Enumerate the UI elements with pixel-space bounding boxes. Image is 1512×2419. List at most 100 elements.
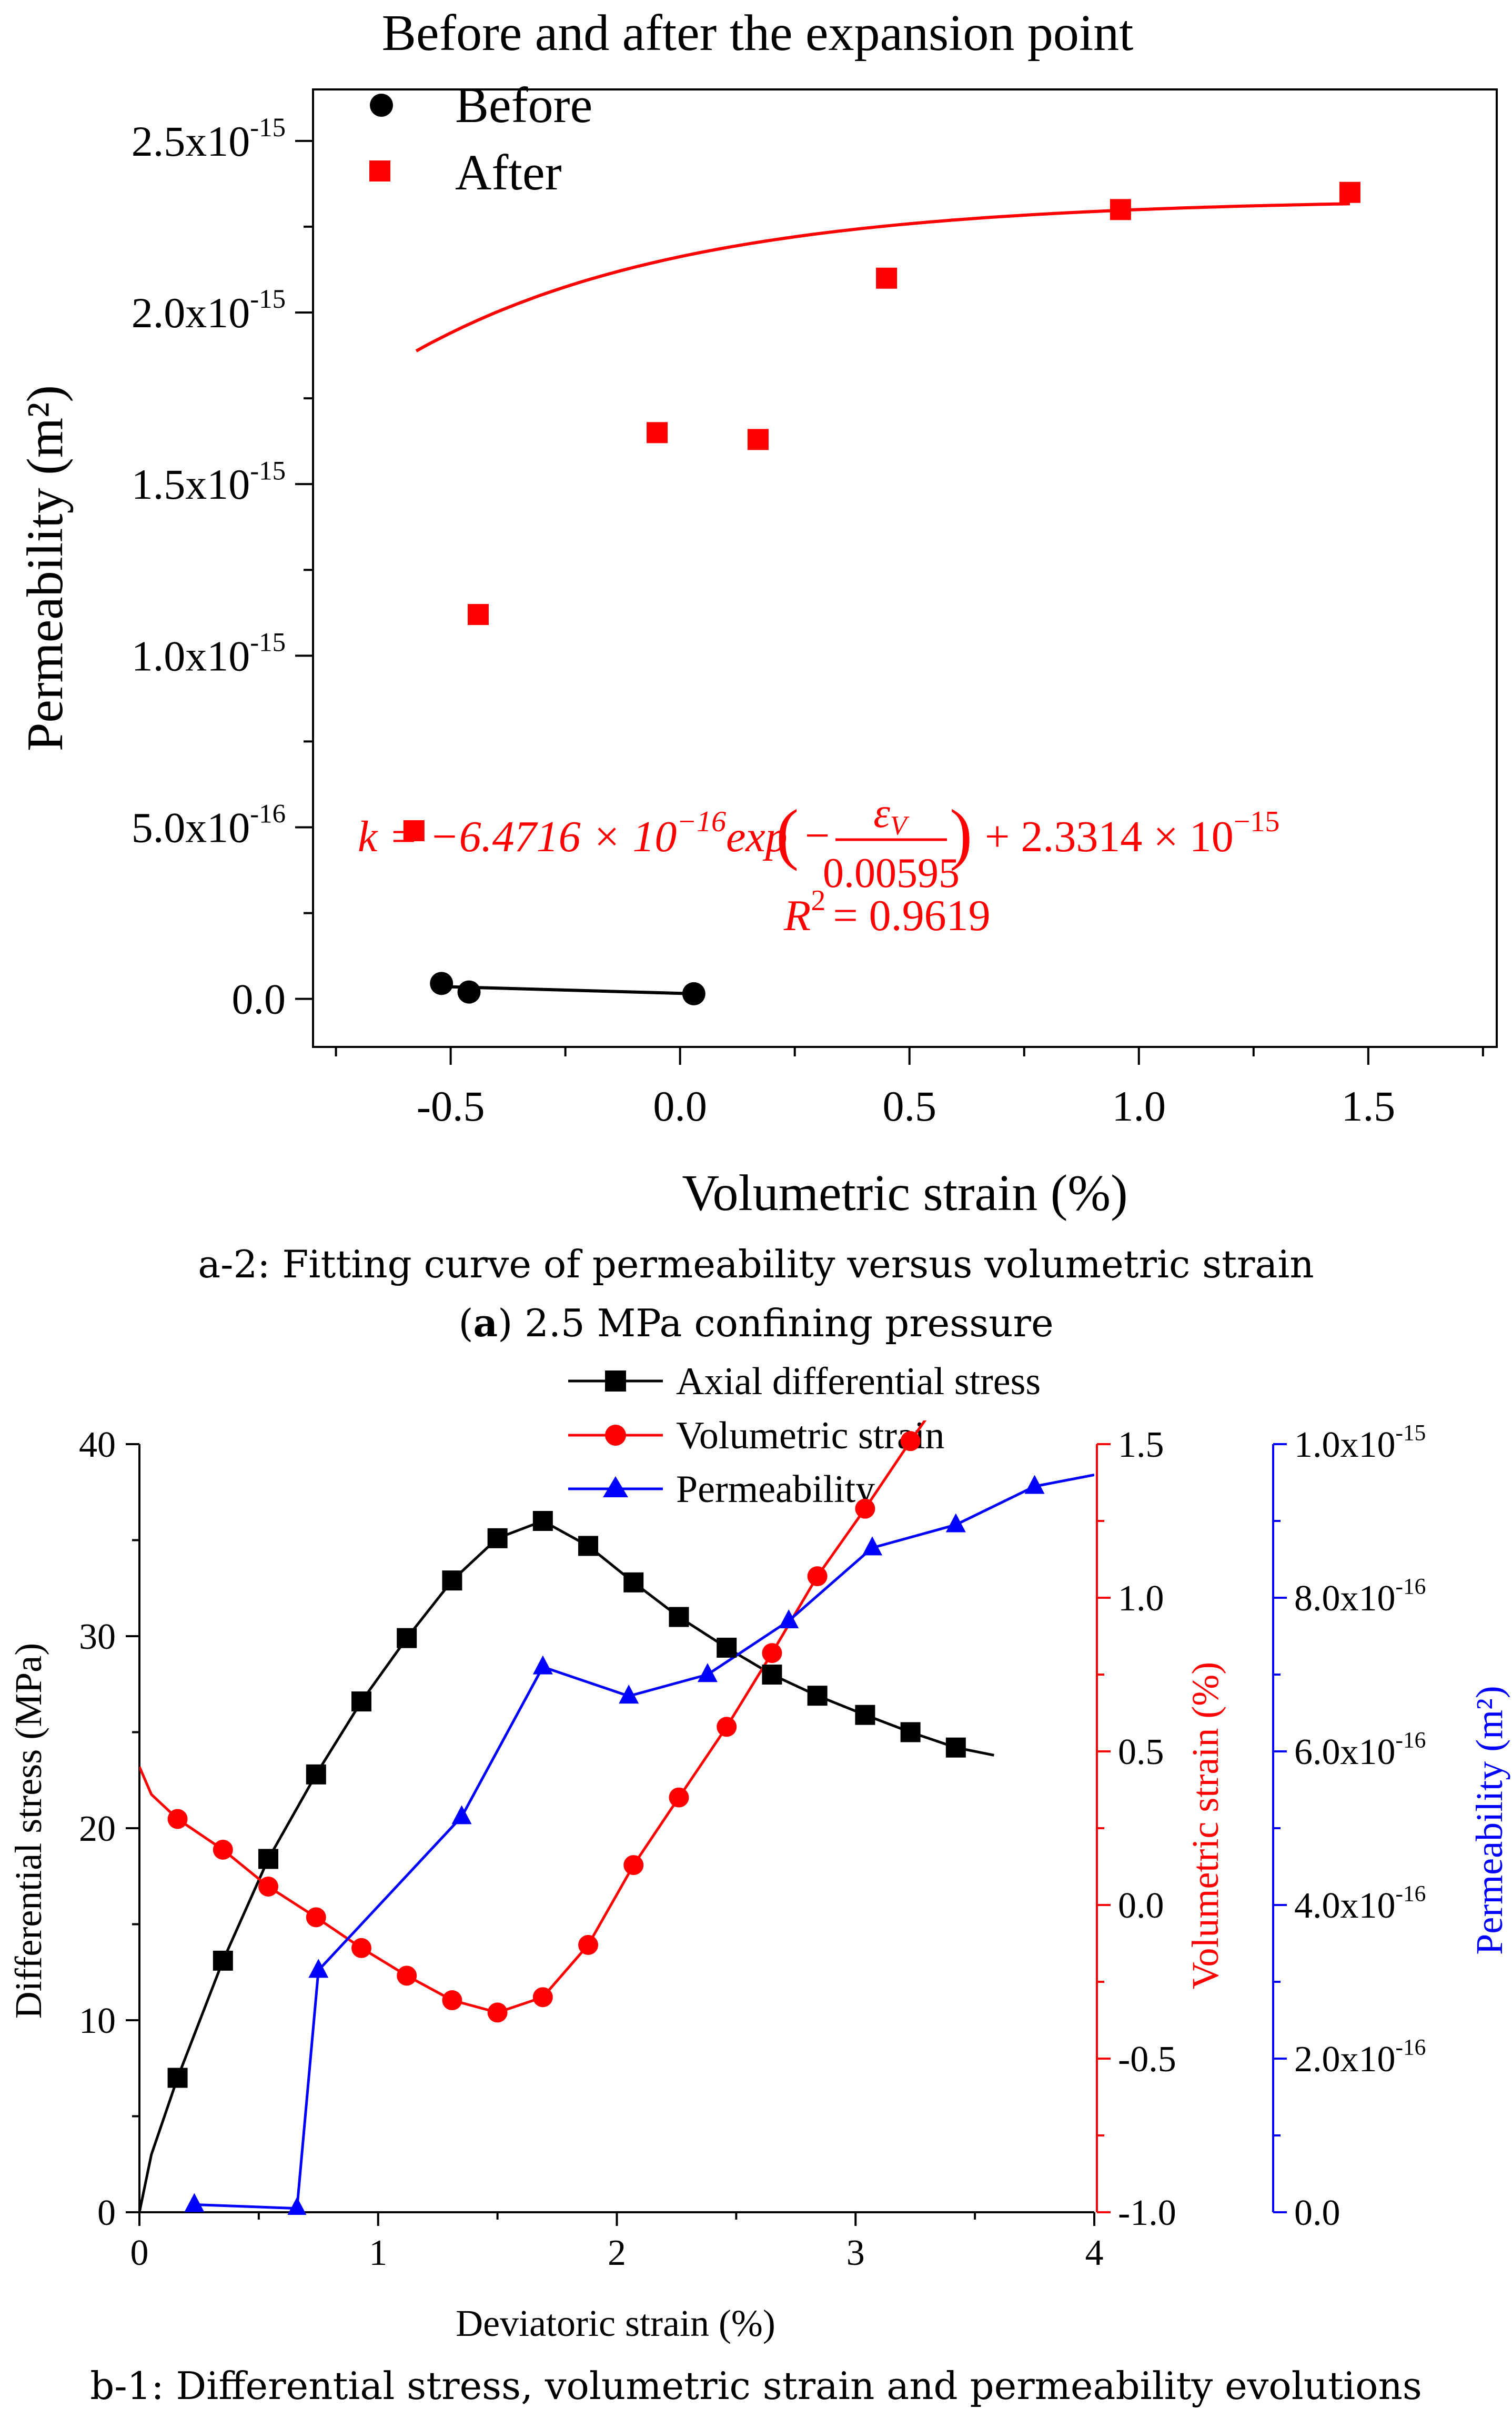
after-point xyxy=(1110,199,1131,220)
volumetric-strain-point xyxy=(397,1966,417,1986)
permeability-point xyxy=(779,1609,799,1629)
x-tick-label: -0.5 xyxy=(417,1082,485,1130)
before-point xyxy=(457,980,481,1004)
x-tick-label: 3 xyxy=(846,2233,865,2273)
x-tick-label: 2 xyxy=(608,2233,626,2273)
right1-tick-label: 0.5 xyxy=(1118,1732,1164,1772)
x-tick-label: 0.0 xyxy=(653,1082,707,1130)
legend-stress-label: Axial differential stress xyxy=(676,1360,1041,1403)
stress-point xyxy=(397,1628,417,1648)
permeability-point xyxy=(862,1536,883,1556)
permeability-point xyxy=(308,1959,329,1978)
right1-tick-label: 0.0 xyxy=(1118,1886,1164,1926)
volumetric-strain-point xyxy=(855,1498,875,1519)
volumetric-strain-point xyxy=(807,1566,828,1587)
legend-after-label: After xyxy=(455,144,562,200)
chart-a-x-axis-label: Volumetric strain (%) xyxy=(682,1165,1127,1222)
chart-b: Axial differential stress Volumetric str… xyxy=(7,1360,1510,2408)
left-tick-label: 20 xyxy=(79,1809,116,1849)
right1-tick-label: -1.0 xyxy=(1118,2193,1176,2233)
stress-point xyxy=(900,1722,921,1742)
stress-point xyxy=(167,2068,188,2088)
stress-point xyxy=(258,1849,279,1869)
stress-point xyxy=(487,1528,508,1548)
stress-point xyxy=(807,1686,828,1706)
right2-tick-label: 6.0x10-16 xyxy=(1294,1728,1426,1773)
chart-a-fit-line-before xyxy=(441,985,694,995)
chart-b-ticks xyxy=(126,1443,1287,2226)
chart-b-tick-labels: 0 1 2 3 4010203040-1.0-0.50.00.51.01.50.02.0… xyxy=(79,1420,1426,2274)
fit-equation-suffix: + 2.3314 × 10−15 xyxy=(985,805,1279,861)
legend-before-marker xyxy=(370,94,393,117)
volumetric-strain-point xyxy=(213,1839,233,1860)
x-tick-label: 1.0 xyxy=(1112,1082,1166,1130)
chart-b-right2-axis-label: Permeability (m²) xyxy=(1468,1686,1510,1954)
stress-point xyxy=(578,1536,599,1556)
x-tick-label: 4 xyxy=(1085,2233,1104,2273)
chart-a-title: Before and after the expansion point xyxy=(382,5,1134,62)
stress-point xyxy=(762,1665,782,1685)
legend-volstrain-marker xyxy=(605,1425,626,1446)
volumetric-strain-point xyxy=(442,1990,462,2011)
permeability-point xyxy=(697,1663,718,1682)
after-point xyxy=(647,422,668,444)
chart-b-right1-axis-label: Volumetric strain (%) xyxy=(1184,1662,1226,1990)
y-tick-label: 2.5x10-15 xyxy=(132,113,286,165)
fit-equation-main: k = −6.4716 × 10−16exp xyxy=(358,805,788,861)
eq-prefix: k = −6.4716 × 10 xyxy=(358,812,677,861)
eq-exp1: −16 xyxy=(677,805,726,838)
chart-b-caption: b-1: Differential stress, volumetric str… xyxy=(90,2364,1422,2408)
permeability-point xyxy=(619,1685,639,1704)
right2-tick-label: 0.0 xyxy=(1294,2193,1340,2233)
chart-a-caption: a-2: Fitting curve of permeability versu… xyxy=(198,1242,1314,1286)
stress-point xyxy=(213,1950,233,1971)
stress-point xyxy=(532,1511,553,1531)
stress-point xyxy=(623,1572,644,1592)
y-tick-label: 2.0x10-15 xyxy=(132,284,286,337)
right2-tick-label: 4.0x10-16 xyxy=(1294,1881,1426,1927)
permeability-point xyxy=(945,1513,966,1533)
chart-a-points xyxy=(403,182,1360,1005)
eq-exp-word: exp xyxy=(726,812,788,861)
legend-stress-marker xyxy=(605,1370,626,1392)
left-tick-label: 0 xyxy=(97,2193,116,2233)
volumetric-strain-point xyxy=(762,1643,782,1664)
chart-b-left-axis-label: Differential stress (MPa) xyxy=(7,1643,49,2019)
stress-point xyxy=(669,1607,689,1627)
stress-point xyxy=(351,1691,371,1712)
stress-point xyxy=(717,1637,737,1658)
x-tick-label: 0.5 xyxy=(882,1082,936,1130)
eq-paren-open: ( xyxy=(776,796,799,872)
left-tick-label: 10 xyxy=(79,2001,116,2041)
volumetric-strain-point xyxy=(306,1907,326,1928)
fit-r-squared: R2 = 0.9619 xyxy=(783,884,991,940)
eq-minus: − xyxy=(805,811,830,860)
after-point xyxy=(876,267,898,289)
permeability-point xyxy=(1024,1475,1045,1494)
legend-perm-label: Permeability xyxy=(676,1468,875,1511)
y-tick-label: 5.0x10-16 xyxy=(132,799,286,852)
permeability-point xyxy=(451,1805,472,1825)
chart-b-points xyxy=(167,1431,1045,2215)
legend-perm-marker xyxy=(603,1476,628,1497)
stress-point xyxy=(442,1570,462,1591)
eq-numerator: εV xyxy=(873,790,910,841)
volumetric-strain-point xyxy=(578,1934,599,1955)
volumetric-strain-point xyxy=(717,1717,737,1737)
x-tick-label: 1.5 xyxy=(1342,1082,1396,1130)
volumetric-strain-point xyxy=(487,2002,508,2023)
volumetric-strain-point xyxy=(623,1855,644,1876)
chart-a-y-axis-label: Permeability (m²) xyxy=(17,385,74,751)
before-point xyxy=(682,982,705,1005)
after-point xyxy=(1339,182,1360,203)
right2-tick-label: 1.0x10-15 xyxy=(1294,1420,1426,1466)
x-tick-label: 0 xyxy=(130,2233,149,2273)
before-point xyxy=(430,972,453,995)
legend-before-label: Before xyxy=(455,77,592,133)
right1-tick-label: 1.5 xyxy=(1118,1425,1164,1465)
stress-point xyxy=(306,1764,326,1785)
stress-point xyxy=(855,1705,875,1725)
after-point xyxy=(747,429,769,450)
chart-a-ticks xyxy=(295,139,1484,1065)
subfigure-a-caption: (a) 2.5 MPa confining pressure xyxy=(458,1301,1053,1345)
